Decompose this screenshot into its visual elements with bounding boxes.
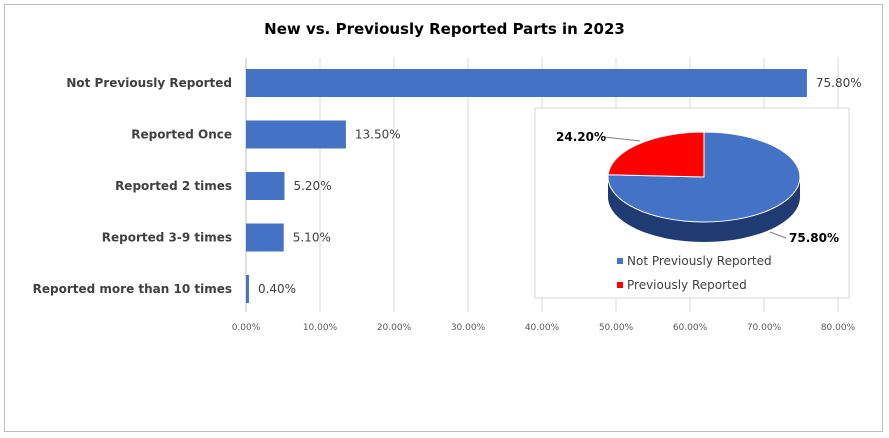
bar [246, 69, 807, 97]
x-tick-label: 20.00% [377, 323, 412, 333]
pie-legend: Not Previously Reported Previously Report… [617, 254, 772, 292]
legend-swatch [617, 258, 623, 264]
chart-title: New vs. Previously Reported Parts in 202… [264, 20, 625, 38]
category-label: Reported more than 10 times [33, 282, 232, 296]
x-tick-label: 10.00% [303, 323, 338, 333]
bar-data-label: 75.80% [816, 76, 862, 90]
x-tick-label: 60.00% [673, 323, 708, 333]
category-label: Reported 3-9 times [102, 231, 232, 245]
bar [246, 120, 346, 149]
pie-leader-line [603, 136, 641, 142]
x-tick-label: 0.00% [232, 323, 261, 333]
category-label: Reported 2 times [115, 179, 232, 193]
pie-chart: 24.20% 75.80% [556, 130, 839, 245]
bar [246, 275, 249, 303]
bar-data-label: 0.40% [258, 282, 296, 296]
category-label: Not Previously Reported [66, 76, 232, 90]
category-label: Reported Once [131, 128, 232, 142]
pie-data-label: 75.80% [789, 231, 839, 245]
legend-label: Not Previously Reported [627, 254, 772, 268]
pie-slice [607, 131, 705, 178]
bar-data-label: 13.50% [355, 128, 401, 142]
legend-label: Previously Reported [627, 278, 747, 292]
pie-slice-side [608, 177, 800, 242]
bar-chart-data-labels: 75.80% 13.50% 5.20% 5.10% 0.40% [258, 76, 862, 296]
bar-data-label: 5.20% [293, 179, 331, 193]
x-tick-label: 30.00% [451, 323, 486, 333]
legend-swatch [617, 282, 623, 288]
bar-chart-bars [246, 69, 807, 303]
bar-chart-x-axis: 0.00% 10.00% 20.00% 30.00% 40.00% 50.00% 60.00… [232, 323, 856, 333]
bar [246, 172, 285, 200]
x-tick-label: 80.00% [821, 323, 856, 333]
x-tick-label: 70.00% [747, 323, 782, 333]
bar-chart-categories: Not Previously Reported Reported Once Repo… [33, 76, 232, 296]
x-tick-label: 40.00% [525, 323, 560, 333]
bar [246, 223, 284, 252]
pie-leader-line [769, 231, 787, 239]
x-tick-label: 50.00% [599, 323, 634, 333]
pie-data-label: 24.20% [556, 130, 606, 144]
bar-data-label: 5.10% [293, 231, 331, 245]
pie-slice [607, 131, 801, 223]
